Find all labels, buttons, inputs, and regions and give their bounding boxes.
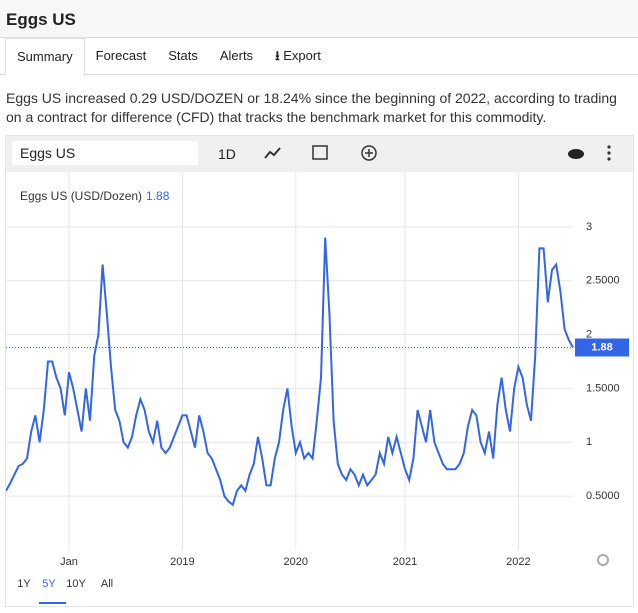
y-tick-label: 1.5000 (586, 382, 620, 394)
menu-dot (607, 157, 611, 161)
y-tick-label: 2.5000 (586, 275, 620, 287)
y-tick-label: 3 (586, 221, 592, 233)
last-price-box (575, 338, 629, 357)
tab-label: Export (283, 48, 321, 63)
add-icon[interactable] (361, 145, 377, 161)
range-button[interactable]: 10Y (66, 578, 86, 590)
x-tick-label: 2021 (393, 556, 417, 568)
chart-panel: Eggs US 1D Eggs US (USD/Dozen) 1.88 0.50… (5, 135, 634, 607)
legend-label: Eggs US (USD/Dozen) (20, 189, 142, 203)
price-line (5, 237, 574, 507)
last-price-label: 1.88 (591, 341, 612, 353)
y-tick-label: 2 (586, 328, 592, 340)
header-title: Eggs US (0, 0, 638, 38)
tab[interactable]: ⭳ Export (264, 38, 332, 74)
calendar-icon[interactable] (312, 145, 328, 160)
tab[interactable]: Stats (168, 48, 198, 63)
toolbar: Eggs US 1D (6, 136, 633, 172)
toolbar-icons (264, 145, 611, 161)
range-button[interactable]: 5Y (42, 578, 56, 590)
y-tick-label: 1 (586, 436, 592, 448)
range-button[interactable]: All (101, 578, 113, 590)
x-tick-label: 2022 (506, 556, 530, 568)
settings-icon[interactable] (597, 554, 609, 566)
x-tick-label: 2020 (284, 556, 308, 568)
menu-dot (607, 151, 611, 155)
download-icon: ⭳ (275, 48, 280, 63)
tabs: Summary Forecast Stats Alerts ⭳ Export (0, 38, 638, 76)
x-tick-label: Jan (60, 556, 78, 568)
line-icon[interactable] (264, 147, 281, 159)
x-tick-label: 2019 (170, 556, 194, 568)
add-icon-plus (365, 149, 373, 157)
y-tick-label: 0.5000 (586, 490, 620, 502)
cloud-icon[interactable] (568, 149, 584, 159)
interval-button[interactable]: 1D (218, 146, 236, 162)
tab[interactable]: Alerts (219, 48, 254, 63)
legend-value: 1.88 (146, 189, 170, 203)
tab[interactable]: Forecast (95, 48, 147, 63)
description: Eggs US increased 0.29 USD/DOZEN or 18.2… (6, 90, 617, 125)
symbol-input[interactable]: Eggs US (12, 141, 198, 165)
range-button[interactable]: 1Y (17, 578, 31, 590)
menu-icon[interactable] (607, 145, 611, 149)
tab[interactable]: Summary (5, 38, 85, 76)
chart: Eggs US (USD/Dozen) 1.88 0.5000 1 1.5000 2 2… (5, 173, 629, 604)
